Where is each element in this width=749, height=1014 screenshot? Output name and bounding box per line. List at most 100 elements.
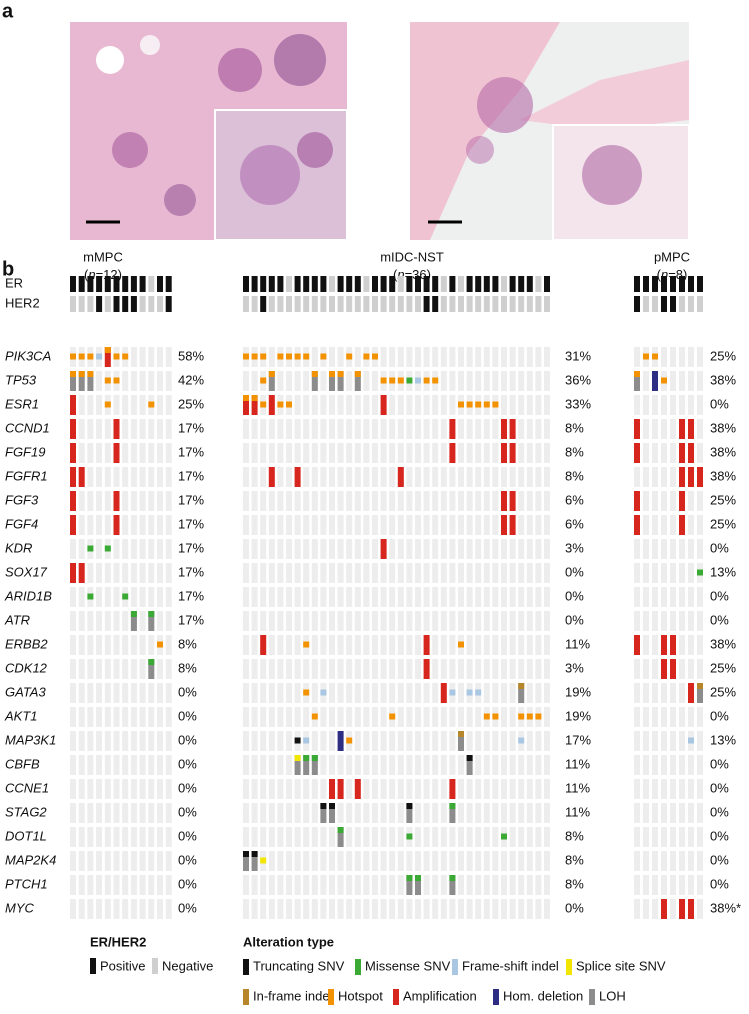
alteration	[294, 755, 301, 761]
frequency-label: 33%	[565, 396, 591, 411]
status-cell	[483, 296, 490, 312]
alteration	[449, 803, 456, 809]
empty-cell	[354, 539, 361, 559]
empty-cell	[251, 587, 258, 607]
frequency-label: 25%	[710, 660, 736, 675]
empty-cell	[697, 851, 703, 871]
alteration	[337, 371, 344, 391]
empty-cell	[260, 779, 267, 799]
empty-cell	[415, 851, 421, 871]
empty-cell	[526, 419, 533, 439]
alteration	[148, 659, 155, 665]
empty-cell	[643, 539, 649, 559]
status-cell	[389, 296, 396, 312]
alteration	[311, 755, 318, 761]
empty-cell	[483, 491, 490, 511]
status-cell	[96, 296, 103, 312]
empty-cell	[363, 539, 370, 559]
frequency-label: 17%	[178, 420, 204, 435]
alteration	[509, 443, 516, 463]
legend-label: Hotspot	[338, 988, 383, 1003]
empty-cell	[130, 563, 137, 583]
empty-cell	[268, 731, 275, 751]
empty-cell	[466, 827, 473, 847]
empty-cell	[320, 731, 327, 751]
status-cell	[87, 276, 94, 292]
empty-cell	[475, 731, 482, 751]
legend-label: Negative	[162, 958, 213, 973]
frequency-label: 11%	[565, 804, 590, 819]
empty-cell	[148, 827, 155, 847]
alteration	[518, 713, 525, 720]
status-cell	[122, 296, 129, 312]
empty-cell	[87, 635, 94, 655]
empty-cell	[697, 371, 703, 391]
empty-cell	[509, 851, 516, 871]
empty-cell	[535, 587, 542, 607]
empty-cell	[643, 803, 649, 823]
empty-cell	[337, 875, 344, 895]
empty-cell	[78, 659, 85, 679]
empty-cell	[509, 611, 516, 631]
empty-cell	[643, 587, 649, 607]
empty-cell	[492, 563, 499, 583]
status-cell	[311, 276, 318, 292]
empty-cell	[475, 419, 482, 439]
empty-cell	[670, 467, 676, 487]
empty-cell	[329, 875, 335, 895]
empty-cell	[475, 803, 482, 823]
empty-cell	[475, 611, 482, 631]
empty-cell	[277, 515, 284, 535]
empty-cell	[286, 539, 292, 559]
empty-cell	[518, 899, 525, 919]
empty-cell	[320, 755, 327, 775]
empty-cell	[475, 371, 482, 391]
empty-cell	[70, 683, 76, 703]
empty-cell	[475, 659, 482, 679]
empty-cell	[535, 659, 542, 679]
empty-cell	[458, 851, 464, 871]
empty-cell	[251, 491, 258, 511]
alteration	[243, 395, 249, 401]
empty-cell	[243, 491, 249, 511]
empty-cell	[661, 467, 667, 487]
empty-cell	[78, 779, 85, 799]
empty-cell	[354, 611, 361, 631]
empty-cell	[449, 755, 456, 775]
empty-cell	[165, 515, 172, 535]
empty-cell	[492, 491, 499, 511]
empty-cell	[87, 707, 94, 727]
alteration	[679, 899, 685, 919]
empty-cell	[688, 539, 694, 559]
empty-cell	[661, 851, 667, 871]
empty-cell	[661, 347, 667, 367]
frequency-label: 38%	[710, 420, 736, 435]
empty-cell	[130, 779, 137, 799]
empty-cell	[243, 755, 249, 775]
empty-cell	[329, 563, 335, 583]
empty-cell	[130, 347, 137, 367]
empty-cell	[406, 539, 413, 559]
empty-cell	[458, 587, 464, 607]
empty-cell	[122, 731, 129, 751]
frequency-label: 0%	[710, 396, 729, 411]
empty-cell	[526, 827, 533, 847]
empty-cell	[122, 515, 129, 535]
empty-cell	[432, 803, 439, 823]
empty-cell	[661, 563, 667, 583]
frequency-label: 31%	[565, 348, 591, 363]
empty-cell	[268, 683, 275, 703]
legend-title: ER/HER2	[90, 934, 146, 949]
empty-cell	[277, 539, 284, 559]
frequency-label: 25%	[710, 492, 736, 507]
empty-cell	[139, 491, 146, 511]
empty-cell	[440, 515, 447, 535]
empty-cell	[277, 851, 284, 871]
empty-cell	[148, 491, 155, 511]
empty-cell	[311, 779, 318, 799]
status-cell	[372, 276, 378, 292]
empty-cell	[87, 779, 94, 799]
empty-cell	[475, 827, 482, 847]
status-cell	[122, 276, 129, 292]
empty-cell	[397, 347, 404, 367]
